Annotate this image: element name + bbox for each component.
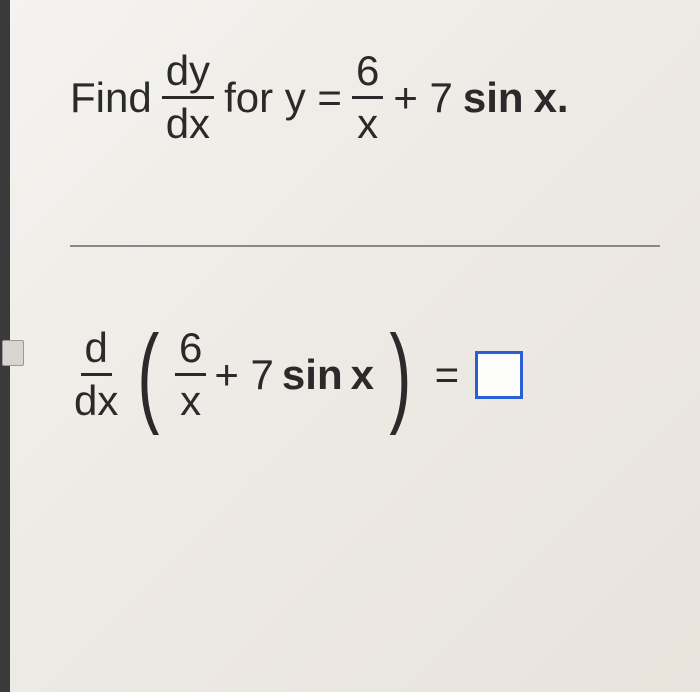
six-over-x-fraction: 6 x [352,50,383,145]
plus-seven-text: + 7 [214,351,274,399]
section-divider [70,245,660,247]
problem-statement: Find dy dx for y = 6 x + 7 sin x. [70,50,660,145]
plus-seven-text: + 7 [393,74,453,122]
right-paren-icon: ) [389,331,411,419]
fraction-numerator: 6 [352,50,383,99]
fraction-numerator: d [81,327,112,376]
fraction-numerator: dy [162,50,214,99]
sin-text: sin [463,74,524,122]
fraction-denominator: dx [162,99,214,145]
equals-text: = [435,351,460,399]
answer-input-box[interactable] [475,351,523,399]
variable-x-text: x. [534,74,569,122]
variable-x-text: x [351,351,374,399]
worksheet-page: Find dy dx for y = 6 x + 7 sin x. d dx (… [0,0,700,452]
d-dx-operator: d dx [70,327,122,422]
dy-dx-fraction: dy dx [162,50,214,145]
left-paren-icon: ( [138,331,160,419]
fraction-numerator: 6 [175,327,206,376]
fraction-denominator: dx [70,376,122,422]
fraction-denominator: x [176,376,205,422]
fraction-denominator: x [353,99,382,145]
find-text: Find [70,74,152,122]
for-y-equals-text: for y = [224,74,342,122]
sin-text: sin [282,351,343,399]
answer-expression: d dx ( 6 x + 7 sin x ) = [70,327,660,422]
six-over-x-fraction: 6 x [175,327,206,422]
